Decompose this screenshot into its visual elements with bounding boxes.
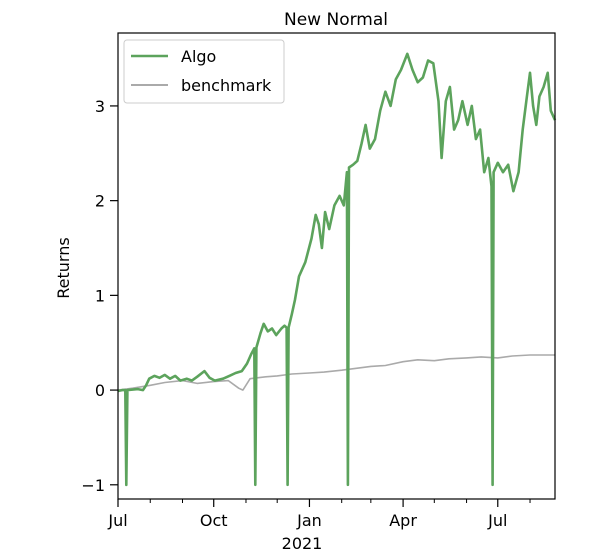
y-tick-label: 2 [95,192,105,211]
legend: Algo benchmark [123,39,285,104]
y-tick-label: 1 [95,286,105,305]
y-tick-label: 0 [95,381,105,400]
x-tick-label: Jul [487,511,507,530]
x-tick-label: Jan [296,511,322,530]
x-tick-label: Jul [107,511,127,530]
x-tick-label: Apr [389,511,417,530]
plot-frame [117,32,556,500]
series-line-algo [117,52,557,487]
legend-label-algo: Algo [181,47,216,66]
chart-title: New Normal [284,10,388,30]
y-tick-label: 3 [95,97,105,116]
x-year-label: 2021 [282,534,323,553]
series-layer [117,52,557,487]
y-axis: −1 0 1 2 3 [81,97,118,495]
legend-label-benchmark: benchmark [181,76,272,95]
y-tick-label: −1 [81,476,105,495]
x-axis: Jul Oct Jan Apr Jul [107,499,531,530]
x-tick-label: Oct [200,511,228,530]
series-line-benchmark [117,354,555,391]
y-axis-label: Returns [54,237,73,298]
